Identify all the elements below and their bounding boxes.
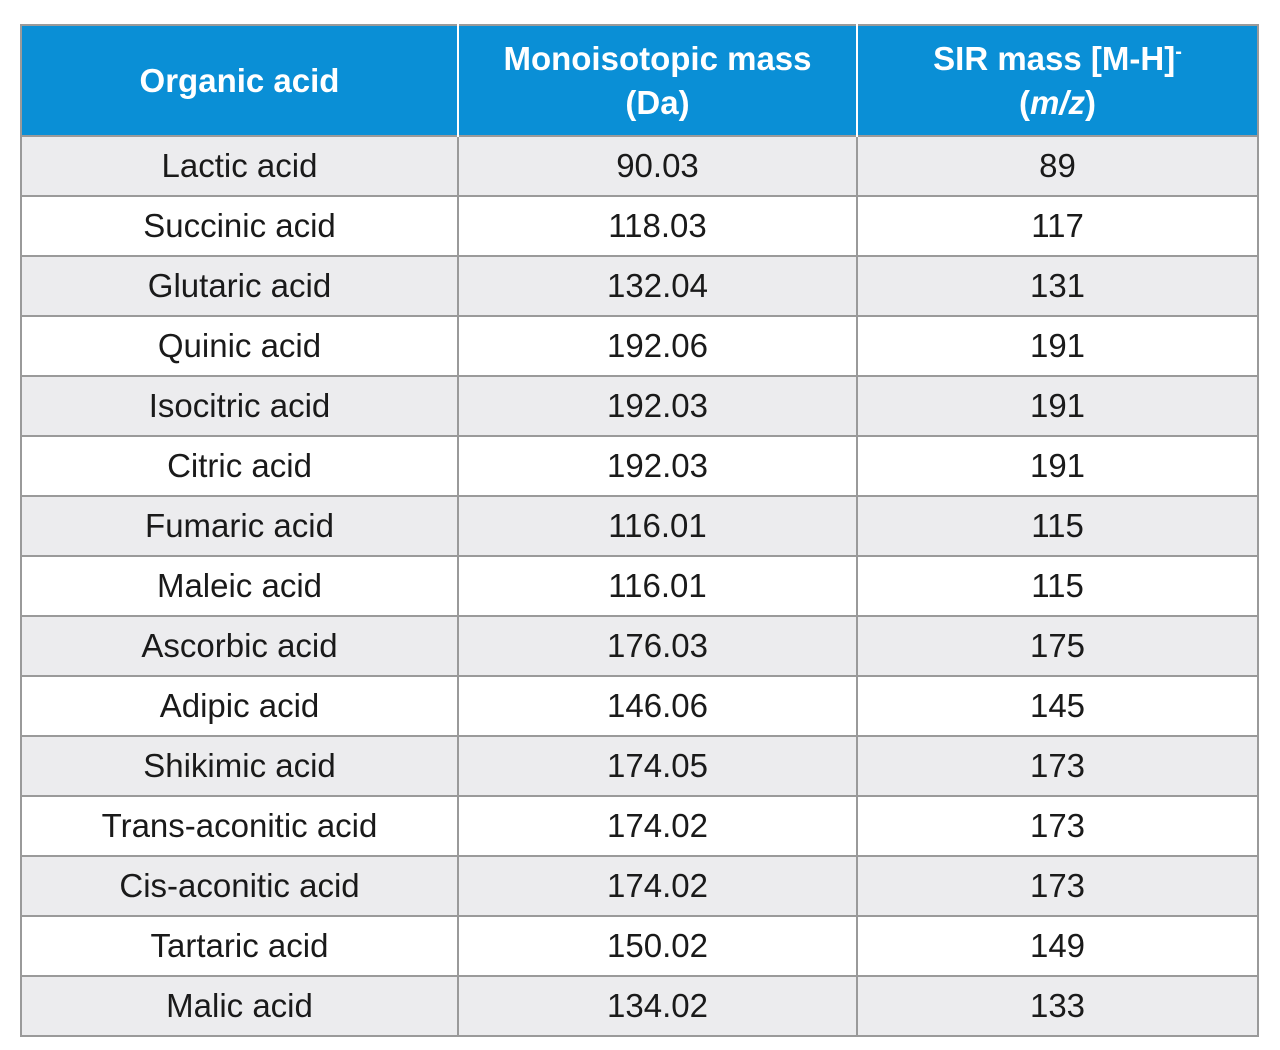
- cell-organic-acid: Citric acid: [20, 435, 459, 497]
- cell-sir-mass: 191: [856, 315, 1259, 377]
- cell-organic-acid: Isocitric acid: [20, 375, 459, 437]
- cell-organic-acid: Lactic acid: [20, 135, 459, 197]
- table-body: Lactic acid 90.03 89 Succinic acid 118.03 117…: [20, 135, 1259, 1037]
- table-row: Fumaric acid 116.01 115: [20, 495, 1259, 557]
- table-row: Trans-aconitic acid 174.02 173: [20, 795, 1259, 857]
- cell-monoisotopic-mass: 134.02: [457, 975, 858, 1037]
- header-sir-mass-unit: m/z: [1029, 83, 1085, 121]
- cell-sir-mass: 145: [856, 675, 1259, 737]
- cell-sir-mass: 173: [856, 795, 1259, 857]
- cell-organic-acid: Malic acid: [20, 975, 459, 1037]
- cell-sir-mass: 173: [856, 855, 1259, 917]
- table-row: Maleic acid 116.01 115: [20, 555, 1259, 617]
- cell-monoisotopic-mass: 174.05: [457, 735, 858, 797]
- table-row: Citric acid 192.03 191: [20, 435, 1259, 497]
- header-sir-mass-superscript: -: [1175, 40, 1182, 63]
- cell-sir-mass: 191: [856, 375, 1259, 437]
- cell-sir-mass: 115: [856, 555, 1259, 617]
- cell-organic-acid: Trans-aconitic acid: [20, 795, 459, 857]
- header-monoisotopic-mass-line1: Monoisotopic mass: [503, 39, 812, 77]
- header-sir-mass-paren-close: ): [1085, 83, 1096, 121]
- cell-sir-mass: 89: [856, 135, 1259, 197]
- header-organic-acid-label: Organic acid: [139, 61, 340, 99]
- cell-sir-mass: 191: [856, 435, 1259, 497]
- table-row: Ascorbic acid 176.03 175: [20, 615, 1259, 677]
- table-row: Lactic acid 90.03 89: [20, 135, 1259, 197]
- table-row: Quinic acid 192.06 191: [20, 315, 1259, 377]
- cell-monoisotopic-mass: 192.03: [457, 375, 858, 437]
- table-row: Tartaric acid 150.02 149: [20, 915, 1259, 977]
- cell-monoisotopic-mass: 90.03: [457, 135, 858, 197]
- cell-organic-acid: Maleic acid: [20, 555, 459, 617]
- cell-sir-mass: 115: [856, 495, 1259, 557]
- cell-organic-acid: Glutaric acid: [20, 255, 459, 317]
- cell-monoisotopic-mass: 150.02: [457, 915, 858, 977]
- cell-organic-acid: Fumaric acid: [20, 495, 459, 557]
- cell-monoisotopic-mass: 174.02: [457, 855, 858, 917]
- header-sir-mass: SIR mass [M-H]- (m/z): [856, 25, 1259, 136]
- header-organic-acid: Organic acid: [20, 25, 459, 136]
- cell-organic-acid: Adipic acid: [20, 675, 459, 737]
- table-row: Adipic acid 146.06 145: [20, 675, 1259, 737]
- table-row: Malic acid 134.02 133: [20, 975, 1259, 1037]
- cell-sir-mass: 131: [856, 255, 1259, 317]
- cell-monoisotopic-mass: 192.03: [457, 435, 858, 497]
- table-row: Glutaric acid 132.04 131: [20, 255, 1259, 317]
- table-row: Cis-aconitic acid 174.02 173: [20, 855, 1259, 917]
- cell-organic-acid: Cis-aconitic acid: [20, 855, 459, 917]
- cell-sir-mass: 173: [856, 735, 1259, 797]
- cell-organic-acid: Shikimic acid: [20, 735, 459, 797]
- cell-monoisotopic-mass: 116.01: [457, 495, 858, 557]
- cell-organic-acid: Succinic acid: [20, 195, 459, 257]
- cell-monoisotopic-mass: 116.01: [457, 555, 858, 617]
- header-monoisotopic-mass-unit: (Da): [625, 83, 690, 121]
- table-header: Organic acid Monoisotopic mass (Da) SIR …: [20, 25, 1259, 136]
- cell-monoisotopic-mass: 118.03: [457, 195, 858, 257]
- header-sir-mass-paren-open: (: [1018, 83, 1030, 121]
- header-sir-mass-line1: SIR mass [M-H]: [933, 39, 1176, 77]
- cell-monoisotopic-mass: 176.03: [457, 615, 858, 677]
- table-row: Succinic acid 118.03 117: [20, 195, 1259, 257]
- table-row: Isocitric acid 192.03 191: [20, 375, 1259, 437]
- header-monoisotopic-mass: Monoisotopic mass (Da): [457, 25, 858, 136]
- cell-organic-acid: Tartaric acid: [20, 915, 459, 977]
- cell-sir-mass: 133: [856, 975, 1259, 1037]
- cell-monoisotopic-mass: 174.02: [457, 795, 858, 857]
- cell-sir-mass: 149: [856, 915, 1259, 977]
- cell-monoisotopic-mass: 132.04: [457, 255, 858, 317]
- header-row: Organic acid Monoisotopic mass (Da) SIR …: [20, 25, 1259, 136]
- cell-organic-acid: Ascorbic acid: [20, 615, 459, 677]
- cell-monoisotopic-mass: 146.06: [457, 675, 858, 737]
- cell-monoisotopic-mass: 192.06: [457, 315, 858, 377]
- table-row: Shikimic acid 174.05 173: [20, 735, 1259, 797]
- cell-sir-mass: 117: [856, 195, 1259, 257]
- organic-acid-mass-table: Organic acid Monoisotopic mass (Da) SIR …: [20, 24, 1259, 1037]
- cell-organic-acid: Quinic acid: [20, 315, 459, 377]
- cell-sir-mass: 175: [856, 615, 1259, 677]
- organic-acid-table-container: Organic acid Monoisotopic mass (Da) SIR …: [20, 24, 1259, 1037]
